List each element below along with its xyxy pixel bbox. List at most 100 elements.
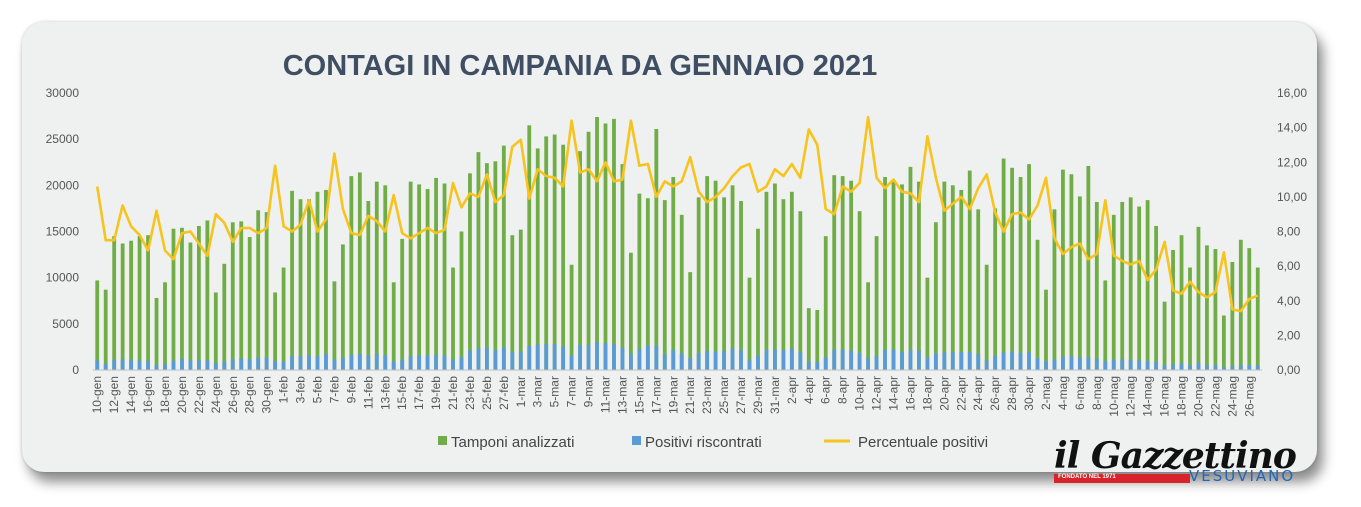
line-percentuale xyxy=(95,115,1259,313)
bar-tamponi xyxy=(891,180,896,370)
bar-positivi xyxy=(883,349,887,370)
bar-positivi xyxy=(1077,357,1082,370)
bar-positivi xyxy=(349,354,354,370)
bar-positivi xyxy=(1188,364,1192,370)
bar-positivi xyxy=(1221,367,1226,370)
bar-positivi xyxy=(408,355,413,370)
bar-tamponi xyxy=(552,134,557,370)
bar-positivi xyxy=(163,363,167,370)
bar-tamponi xyxy=(967,170,972,370)
x-tick-label: 20-apr xyxy=(937,376,951,411)
bar-tamponi xyxy=(561,144,566,370)
bar-positivi xyxy=(612,344,616,370)
bar-tamponi xyxy=(1035,239,1040,370)
bar-positivi xyxy=(324,353,328,370)
bar-tamponi xyxy=(163,282,167,370)
bar-positivi xyxy=(222,361,227,370)
y-left-tick: 20000 xyxy=(46,178,80,192)
x-tick-label: 12-apr xyxy=(870,376,884,411)
y-right-tick: 16,00 xyxy=(1277,86,1307,100)
bar-tamponi xyxy=(391,282,396,370)
bar-tamponi xyxy=(688,272,693,370)
bar-positivi xyxy=(959,351,964,370)
bar-tamponi xyxy=(823,236,828,370)
x-tick-label: 25-mar xyxy=(717,376,731,414)
bar-tamponi xyxy=(739,201,743,370)
bar-positivi xyxy=(451,359,455,370)
bar-tamponi xyxy=(959,189,964,370)
bar-positivi xyxy=(476,348,481,370)
bar-positivi xyxy=(662,354,667,370)
x-tick-label: 24-gen xyxy=(209,376,223,413)
bar-tamponi xyxy=(1221,315,1226,370)
x-tick-label: 10-gen xyxy=(90,376,104,413)
x-tick-label: 9-mar xyxy=(582,376,596,407)
x-tick-label: 8-apr xyxy=(836,376,850,404)
bar-positivi xyxy=(180,358,184,370)
bar-positivi xyxy=(366,355,371,370)
bar-tamponi xyxy=(510,235,515,370)
bar-tamponi xyxy=(1001,158,1006,370)
bar-tamponi xyxy=(256,210,261,370)
bar-positivi xyxy=(933,353,938,370)
bar-positivi xyxy=(256,357,261,370)
x-tick-label: 15-feb xyxy=(395,376,409,410)
bar-tamponi xyxy=(578,151,582,370)
bar-positivi xyxy=(806,361,811,370)
bar-tamponi xyxy=(544,136,549,370)
bar-positivi xyxy=(146,360,150,370)
bar-tamponi xyxy=(925,277,930,370)
bar-positivi xyxy=(756,355,760,370)
bar-positivi xyxy=(484,347,489,370)
bar-tamponi xyxy=(645,198,650,370)
bar-tamponi xyxy=(213,292,218,370)
x-tick-label: 23-mar xyxy=(700,376,714,414)
bar-tamponi xyxy=(764,191,769,370)
x-tick-label: 27-mar xyxy=(734,376,748,414)
x-tick-label: 20-gen xyxy=(175,376,189,413)
bar-positivi xyxy=(544,344,549,370)
bar-tamponi xyxy=(1018,177,1023,370)
bar-positivi xyxy=(332,359,337,370)
x-tick-label: 26-mag xyxy=(1242,376,1256,417)
x-tick-label: 21-mar xyxy=(683,376,697,414)
bar-tamponi xyxy=(408,181,413,370)
bar-positivi xyxy=(993,355,998,370)
legend-label: Tamponi analizzati xyxy=(451,434,574,451)
bar-tamponi xyxy=(654,129,659,370)
x-tick-label: 6-mag xyxy=(1073,376,1087,410)
bar-tamponi xyxy=(1196,226,1201,370)
bar-tamponi xyxy=(247,237,252,370)
bar-positivi xyxy=(290,356,294,370)
bar-positivi xyxy=(1162,364,1167,370)
bar-tamponi xyxy=(332,281,337,370)
bar-tamponi xyxy=(366,201,371,370)
bar-positivi xyxy=(527,345,532,370)
bar-positivi xyxy=(569,355,574,370)
bar-positivi xyxy=(1111,359,1116,370)
bar-tamponi xyxy=(756,228,760,370)
bar-tamponi xyxy=(917,181,921,370)
bar-positivi xyxy=(713,351,718,370)
bar-tamponi xyxy=(773,183,777,370)
x-tick-label: 22-gen xyxy=(192,376,206,413)
bar-tamponi xyxy=(120,243,125,370)
bar-positivi xyxy=(374,353,379,370)
x-tick-label: 14-apr xyxy=(887,376,901,411)
bar-positivi xyxy=(1247,364,1252,370)
bar-positivi xyxy=(298,355,303,370)
x-tick-label: 1-feb xyxy=(277,376,291,404)
logo-red-bar xyxy=(1054,474,1190,483)
bar-positivi xyxy=(789,348,794,370)
bar-tamponi xyxy=(840,176,845,370)
bar-tamponi xyxy=(747,277,752,370)
chart-card: CONTAGI IN CAMPANIA DA GENNAIO 2021 0 5000… xyxy=(22,22,1317,485)
bar-tamponi xyxy=(459,231,464,370)
x-tick-label: 28-apr xyxy=(1005,376,1019,411)
bar-positivi xyxy=(1120,359,1125,370)
bar-positivi xyxy=(1230,366,1235,370)
bar-tamponi xyxy=(789,191,794,370)
x-tick-label: 4-apr xyxy=(802,376,816,404)
bar-tamponi xyxy=(1213,249,1218,370)
bar-positivi xyxy=(984,360,989,370)
